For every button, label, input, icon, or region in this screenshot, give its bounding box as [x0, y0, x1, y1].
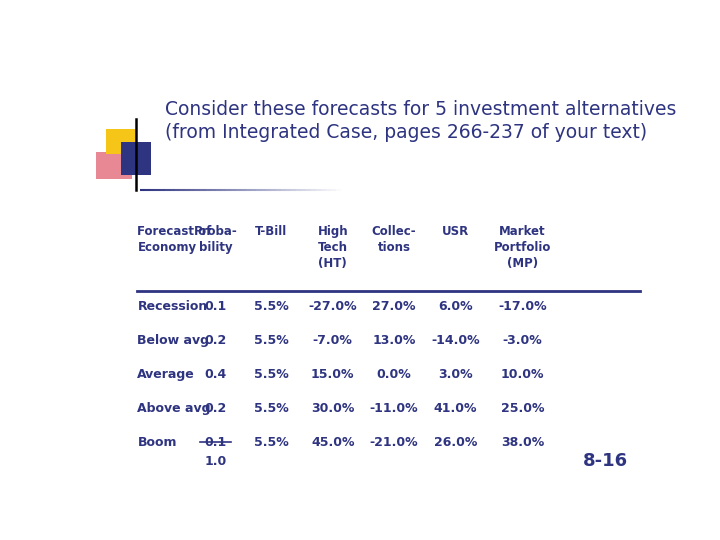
Text: 15.0%: 15.0%: [311, 368, 354, 381]
FancyBboxPatch shape: [121, 141, 151, 175]
Text: -21.0%: -21.0%: [370, 436, 418, 449]
Text: 30.0%: 30.0%: [311, 402, 354, 415]
Text: 1.0: 1.0: [204, 455, 227, 468]
Text: 3.0%: 3.0%: [438, 368, 473, 381]
Text: 0.2: 0.2: [204, 402, 227, 415]
Text: 8-16: 8-16: [583, 452, 629, 470]
Text: -14.0%: -14.0%: [431, 334, 480, 347]
Text: 26.0%: 26.0%: [434, 436, 477, 449]
Text: -17.0%: -17.0%: [498, 300, 546, 313]
Text: 0.4: 0.4: [204, 368, 227, 381]
Text: Recession: Recession: [138, 300, 207, 313]
FancyBboxPatch shape: [96, 152, 132, 179]
Text: Market
Portfolio
(MP): Market Portfolio (MP): [494, 225, 551, 270]
Text: 10.0%: 10.0%: [500, 368, 544, 381]
Text: Proba-
bility: Proba- bility: [194, 225, 238, 254]
Text: 45.0%: 45.0%: [311, 436, 354, 449]
FancyBboxPatch shape: [106, 129, 136, 154]
Text: T-Bill: T-Bill: [255, 225, 287, 238]
Text: 13.0%: 13.0%: [372, 334, 415, 347]
Text: 0.1: 0.1: [204, 300, 227, 313]
Text: Collec-
tions: Collec- tions: [372, 225, 416, 254]
Text: (from Integrated Case, pages 266-237 of your text): (from Integrated Case, pages 266-237 of …: [166, 123, 647, 142]
Text: High
Tech
(HT): High Tech (HT): [318, 225, 348, 270]
Text: 27.0%: 27.0%: [372, 300, 416, 313]
Text: 5.5%: 5.5%: [254, 334, 289, 347]
Text: 5.5%: 5.5%: [254, 436, 289, 449]
Text: Below avg: Below avg: [138, 334, 210, 347]
Text: 0.2: 0.2: [204, 334, 227, 347]
Text: Consider these forecasts for 5 investment alternatives: Consider these forecasts for 5 investmen…: [166, 100, 677, 119]
Text: 5.5%: 5.5%: [254, 402, 289, 415]
Text: 41.0%: 41.0%: [433, 402, 477, 415]
Text: 5.5%: 5.5%: [254, 368, 289, 381]
Text: -27.0%: -27.0%: [308, 300, 357, 313]
Text: Average: Average: [138, 368, 195, 381]
Text: -7.0%: -7.0%: [312, 334, 353, 347]
Text: -11.0%: -11.0%: [370, 402, 418, 415]
Text: 0.1: 0.1: [204, 436, 227, 449]
Text: 38.0%: 38.0%: [501, 436, 544, 449]
Text: 25.0%: 25.0%: [500, 402, 544, 415]
Text: 5.5%: 5.5%: [254, 300, 289, 313]
Text: Boom: Boom: [138, 436, 177, 449]
Text: 6.0%: 6.0%: [438, 300, 473, 313]
Text: 0.0%: 0.0%: [377, 368, 412, 381]
Text: Forecast of
Economy: Forecast of Economy: [138, 225, 212, 254]
Text: USR: USR: [442, 225, 469, 238]
Text: Above avg: Above avg: [138, 402, 211, 415]
Text: -3.0%: -3.0%: [503, 334, 542, 347]
